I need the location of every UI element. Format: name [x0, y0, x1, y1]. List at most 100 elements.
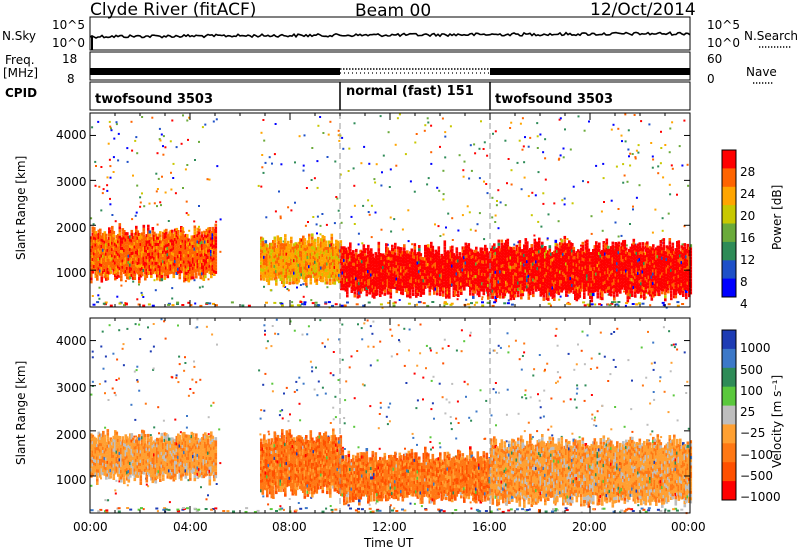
power-panel-cell — [154, 239, 158, 243]
power-panel-speckle — [531, 191, 534, 194]
power-panel-cell — [269, 271, 272, 275]
power-panel-cell — [364, 272, 367, 276]
power-panel-cell — [112, 249, 116, 253]
power-panel-cell — [121, 269, 125, 273]
power-panel-cell — [284, 275, 287, 279]
power-panel-cell — [181, 239, 185, 243]
power-panel-cell — [187, 244, 191, 248]
power-panel-speckle — [610, 128, 613, 131]
power-panel-cell — [199, 247, 203, 251]
power-panel-speckle — [468, 211, 471, 214]
power-panel-cell — [359, 290, 363, 294]
power-panel-cell — [503, 277, 507, 281]
power-panel-cell — [385, 252, 388, 256]
power-panel-cell — [530, 247, 534, 251]
power-panel-cell — [314, 260, 317, 264]
power-panel-cell — [291, 246, 295, 250]
power-panel-speckle — [521, 117, 524, 120]
power-panel-speckle — [430, 162, 433, 165]
power-panel-cell — [160, 249, 164, 253]
power-panel-cell — [398, 269, 402, 273]
power-panel-cell — [320, 241, 323, 245]
power-panel-cell — [463, 287, 466, 291]
power-panel-cell — [502, 248, 505, 252]
power-panel-cell — [318, 268, 322, 272]
power-panel-cell — [309, 278, 313, 282]
power-panel-cell — [464, 280, 468, 284]
power-panel-speckle — [109, 197, 111, 200]
power-panel-cell — [102, 261, 105, 265]
power-panel-cell — [201, 256, 204, 260]
power-panel-cell — [356, 289, 360, 293]
power-panel-cell — [443, 271, 447, 275]
power-panel-cell — [389, 285, 393, 289]
power-panel-cell — [147, 262, 150, 266]
power-panel-cell — [455, 281, 459, 285]
power-panel-cell — [430, 285, 433, 289]
power-panel-cell — [297, 248, 301, 252]
power-panel-cell — [306, 265, 310, 269]
power-panel-cell — [187, 266, 191, 270]
power-panel-cell — [290, 271, 293, 275]
power-panel-cell — [169, 245, 173, 249]
power-panel-cell — [470, 252, 474, 256]
power-panel-cell — [308, 268, 311, 272]
power-panel-cell — [198, 244, 201, 248]
power-panel-cell — [329, 272, 332, 276]
power-panel-cell — [410, 283, 414, 287]
power-panel-cell — [91, 257, 95, 261]
power-panel-cell — [315, 269, 319, 273]
power-panel-cell — [358, 266, 361, 270]
power-panel-cell — [282, 284, 286, 288]
power-panel-cell — [344, 285, 348, 289]
power-panel-cell — [129, 247, 132, 251]
power-panel-cell — [448, 254, 451, 258]
power-panel-cell — [148, 242, 152, 246]
power-panel-cell — [479, 288, 483, 292]
power-panel-cell — [386, 250, 390, 254]
power-panel-cell — [403, 269, 406, 273]
power-panel-cell — [204, 231, 207, 235]
power-panel-cell — [99, 260, 102, 264]
power-panel-cell — [475, 281, 478, 285]
power-panel-cell — [302, 238, 305, 242]
power-panel-cell — [400, 263, 403, 267]
power-panel-cell — [314, 263, 317, 267]
power-panel-cell — [409, 254, 412, 258]
power-panel-cell — [413, 262, 417, 266]
power-panel-speckle — [657, 172, 660, 175]
power-panel-speckle — [442, 198, 445, 201]
power-panel-cell — [424, 263, 427, 267]
power-panel-cell — [272, 249, 275, 253]
power-panel-cell — [377, 285, 381, 289]
power-panel-cell — [346, 294, 349, 298]
power-panel-cell — [126, 260, 129, 264]
power-panel-cell — [395, 255, 399, 259]
power-panel-cell — [190, 273, 194, 277]
power-panel-cell — [324, 278, 328, 282]
power-panel-cell — [138, 280, 141, 284]
power-panel-cell — [269, 267, 272, 271]
power-panel-speckle — [310, 179, 313, 181]
power-panel-speckle — [126, 147, 129, 150]
power-panel-cell — [330, 246, 334, 250]
power-panel-cell — [466, 260, 469, 264]
power-panel-cell — [205, 228, 209, 232]
power-panel-cell — [362, 275, 366, 279]
power-panel-cell — [147, 256, 150, 260]
power-panel-cell — [181, 242, 185, 246]
power-panel-cell — [270, 245, 274, 249]
power-panel-cell — [358, 275, 361, 279]
power-panel-speckle — [542, 192, 545, 195]
power-panel-cell — [264, 274, 268, 278]
power-panel-cell — [187, 241, 191, 245]
power-panel-cell — [448, 286, 451, 290]
power-panel-cell — [469, 283, 472, 287]
power-panel-cell — [344, 257, 348, 261]
power-panel-speckle — [442, 169, 445, 172]
power-panel-cell — [503, 255, 507, 259]
power-panel-cell — [485, 272, 489, 276]
power-panel-cell — [454, 286, 457, 290]
power-panel-speckle — [661, 217, 664, 220]
power-panel-cell — [484, 269, 487, 273]
